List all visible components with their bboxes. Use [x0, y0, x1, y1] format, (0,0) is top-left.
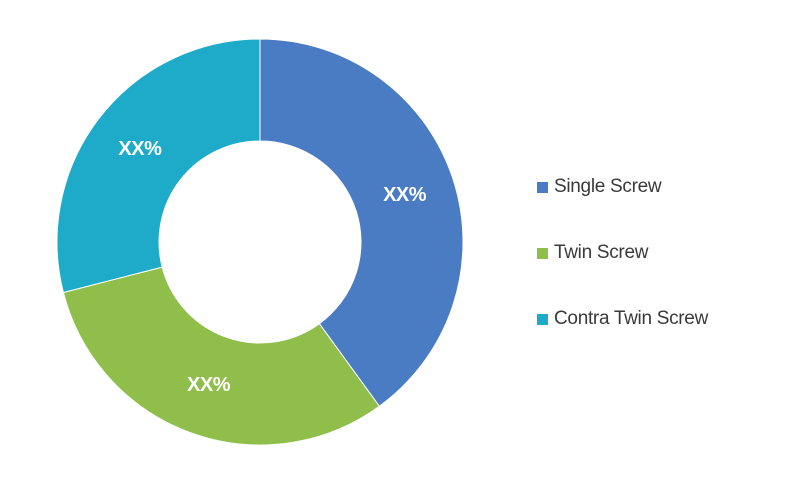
legend-swatch-single-screw: [537, 181, 548, 193]
legend-label-twin-screw: Twin Screw: [554, 242, 649, 263]
legend-item-single-screw: Single Screw: [537, 172, 708, 202]
slice-twin-screw: [62, 266, 381, 446]
data-label-single-screw: XX%: [383, 184, 427, 206]
legend-label-contra-twin-screw: Contra Twin Screw: [554, 308, 708, 329]
data-label-twin-screw: XX%: [187, 374, 231, 396]
legend-swatch-contra-twin-screw: [537, 313, 548, 325]
legend-label-single-screw: Single Screw: [554, 176, 662, 197]
donut-data-labels: XX% XX% XX%: [118, 138, 427, 396]
data-label-contra-twin-screw: XX%: [118, 138, 162, 160]
donut-slices: [56, 38, 464, 446]
slice-single-screw: [259, 38, 464, 407]
legend-item-twin-screw: Twin Screw: [537, 238, 708, 268]
legend-item-contra-twin-screw: Contra Twin Screw: [537, 304, 708, 334]
legend-swatch-twin-screw: [537, 247, 548, 259]
slice-contra-twin-screw: [56, 38, 261, 294]
chart-legend: Single Screw Twin Screw Contra Twin Scre…: [537, 172, 708, 370]
